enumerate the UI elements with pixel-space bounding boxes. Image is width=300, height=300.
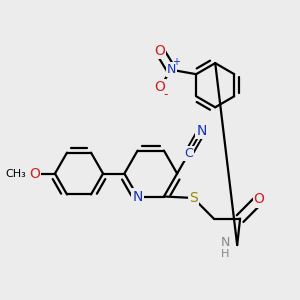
Text: -: - [163, 88, 168, 101]
Text: CH₃: CH₃ [5, 169, 26, 178]
Text: +: + [172, 57, 180, 68]
Text: O: O [154, 80, 165, 94]
Text: O: O [154, 44, 165, 58]
Text: O: O [29, 167, 40, 181]
Text: H: H [221, 249, 230, 259]
Text: N: N [221, 236, 230, 249]
Text: C: C [184, 147, 193, 160]
Text: N: N [167, 63, 176, 76]
Text: N: N [132, 190, 143, 203]
Text: O: O [254, 192, 265, 206]
Text: S: S [189, 191, 198, 205]
Text: N: N [196, 124, 207, 138]
